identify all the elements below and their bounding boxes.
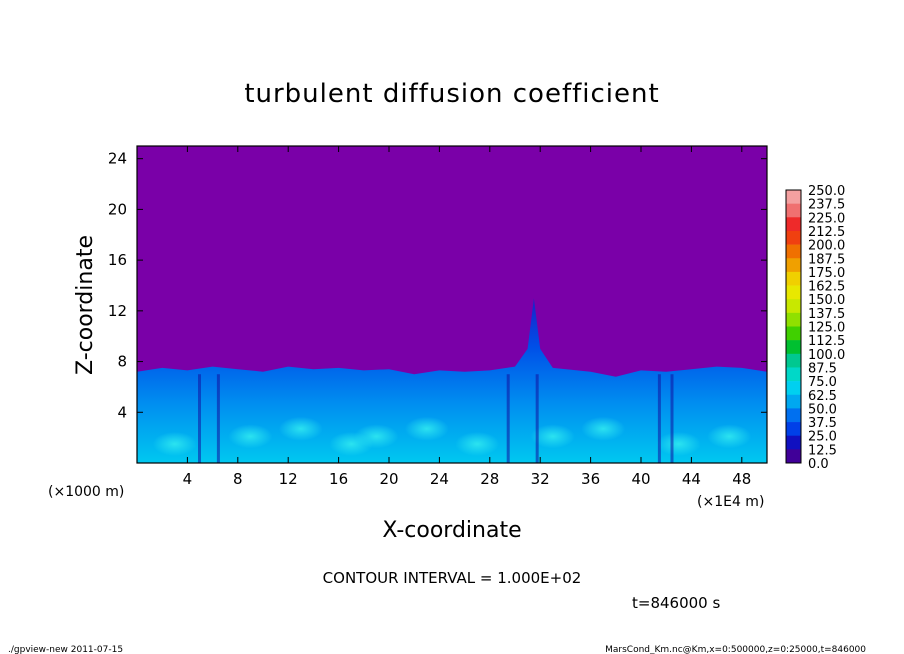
eddy bbox=[455, 431, 500, 456]
colorbar-swatch bbox=[786, 449, 801, 464]
x-tick-label: 40 bbox=[631, 470, 650, 488]
y-axis-ticks: 4 8 12 16 20 24 bbox=[108, 150, 767, 421]
y-tick-label: 8 bbox=[117, 353, 127, 371]
colorbar: 250.0237.5225.0212.5200.0187.5175.0162.5… bbox=[785, 184, 845, 472]
colorbar-label: 50.0 bbox=[808, 402, 837, 417]
colorbar-label: 25.0 bbox=[808, 430, 837, 445]
colorbar-label: 237.5 bbox=[808, 198, 845, 213]
x-tick-label: 20 bbox=[379, 470, 398, 488]
colorbar-swatch bbox=[786, 422, 801, 436]
x-axis-label: X-coordinate bbox=[382, 518, 521, 543]
colorbar-label: 62.5 bbox=[808, 389, 837, 404]
colorbar-label: 112.5 bbox=[808, 334, 845, 349]
streak bbox=[670, 374, 674, 463]
y-tick-label: 12 bbox=[108, 302, 127, 320]
colorbar-swatch bbox=[786, 190, 801, 204]
x-tick-label: 36 bbox=[581, 470, 600, 488]
time-label: t=846000 s bbox=[632, 594, 720, 612]
eddy bbox=[404, 416, 449, 441]
colorbar-label: 37.5 bbox=[808, 416, 837, 431]
y-tick-label: 20 bbox=[108, 200, 127, 218]
colorbar-swatch bbox=[786, 230, 801, 245]
plot-frame bbox=[136, 145, 768, 464]
colorbar-label: 212.5 bbox=[808, 225, 845, 240]
x-unit-left: (×1000 m) bbox=[48, 484, 124, 500]
footer-right: MarsCond_Km.nc@Km,x=0:500000,z=0:25000,t… bbox=[605, 645, 866, 654]
eddy bbox=[354, 424, 399, 449]
colorbar-swatch bbox=[786, 312, 801, 327]
colorbar-swatch bbox=[786, 326, 801, 341]
colorbar-label: 200.0 bbox=[808, 239, 845, 254]
colorbar-label: 87.5 bbox=[808, 361, 837, 376]
streak bbox=[535, 374, 539, 463]
boundary-layer-field bbox=[137, 298, 767, 463]
colorbar-swatch bbox=[786, 244, 801, 259]
x-tick-label: 44 bbox=[682, 470, 701, 488]
streak bbox=[506, 374, 510, 463]
eddy bbox=[530, 424, 575, 449]
y-axis-label: Z-coordinate bbox=[73, 235, 98, 375]
x-tick-label: 8 bbox=[233, 470, 243, 488]
chart-title: turbulent diffusion coefficient bbox=[244, 79, 659, 109]
colorbar-label: 175.0 bbox=[808, 266, 845, 281]
colorbar-swatch bbox=[786, 271, 801, 286]
y-tick-label: 24 bbox=[108, 150, 127, 168]
colorbar-label: 225.0 bbox=[808, 211, 845, 226]
x-tick-label: 12 bbox=[279, 470, 298, 488]
eddy bbox=[152, 431, 197, 456]
x-tick-label: 4 bbox=[183, 470, 193, 488]
x-unit-right: (×1E4 m) bbox=[697, 494, 764, 510]
colorbar-label: 75.0 bbox=[808, 375, 837, 390]
eddy bbox=[656, 431, 701, 456]
colorbar-swatch bbox=[786, 435, 801, 450]
y-tick-label: 4 bbox=[117, 403, 127, 421]
colorbar-frame bbox=[785, 189, 802, 464]
colorbar-swatch bbox=[786, 217, 801, 232]
eddy bbox=[228, 424, 273, 449]
colorbar-label: 150.0 bbox=[808, 293, 845, 308]
colorbar-swatch bbox=[786, 258, 801, 273]
x-tick-label: 28 bbox=[480, 470, 499, 488]
colorbar-swatch bbox=[786, 353, 801, 368]
streak bbox=[657, 374, 661, 463]
colorbar-label: 125.0 bbox=[808, 321, 845, 336]
x-tick-label: 16 bbox=[329, 470, 348, 488]
colorbar-label: 162.5 bbox=[808, 280, 845, 295]
colorbar-label: 187.5 bbox=[808, 252, 845, 267]
x-axis-ticks: 4 8 12 16 20 24 28 32 36 40 44 48 bbox=[183, 146, 751, 488]
colorbar-swatch bbox=[786, 285, 801, 300]
colorbar-swatch bbox=[786, 408, 801, 423]
x-tick-label: 48 bbox=[732, 470, 751, 488]
y-tick-label: 16 bbox=[108, 251, 127, 269]
colorbar-label: 0.0 bbox=[808, 457, 829, 472]
colorbar-label: 12.5 bbox=[808, 443, 837, 458]
colorbar-label: 100.0 bbox=[808, 348, 845, 363]
colorbar-swatch bbox=[786, 394, 801, 409]
colorbar-swatch bbox=[786, 367, 801, 382]
colorbar-label: 137.5 bbox=[808, 307, 845, 322]
x-tick-label: 32 bbox=[531, 470, 550, 488]
footer-left: ./gpview-new 2011-07-15 bbox=[8, 645, 123, 654]
streak bbox=[216, 374, 220, 463]
colorbar-swatch bbox=[786, 299, 801, 314]
colorbar-swatch bbox=[786, 203, 801, 218]
eddy bbox=[581, 416, 626, 441]
x-tick-label: 24 bbox=[430, 470, 449, 488]
turbulence-eddies bbox=[152, 374, 752, 463]
streak bbox=[198, 374, 201, 463]
contour-interval: CONTOUR INTERVAL = 1.000E+02 bbox=[323, 569, 582, 587]
colorbar-swatch bbox=[786, 381, 801, 396]
eddy bbox=[707, 424, 752, 449]
colorbar-swatch bbox=[786, 340, 801, 355]
colorbar-label: 250.0 bbox=[808, 184, 845, 199]
eddy bbox=[278, 416, 323, 441]
